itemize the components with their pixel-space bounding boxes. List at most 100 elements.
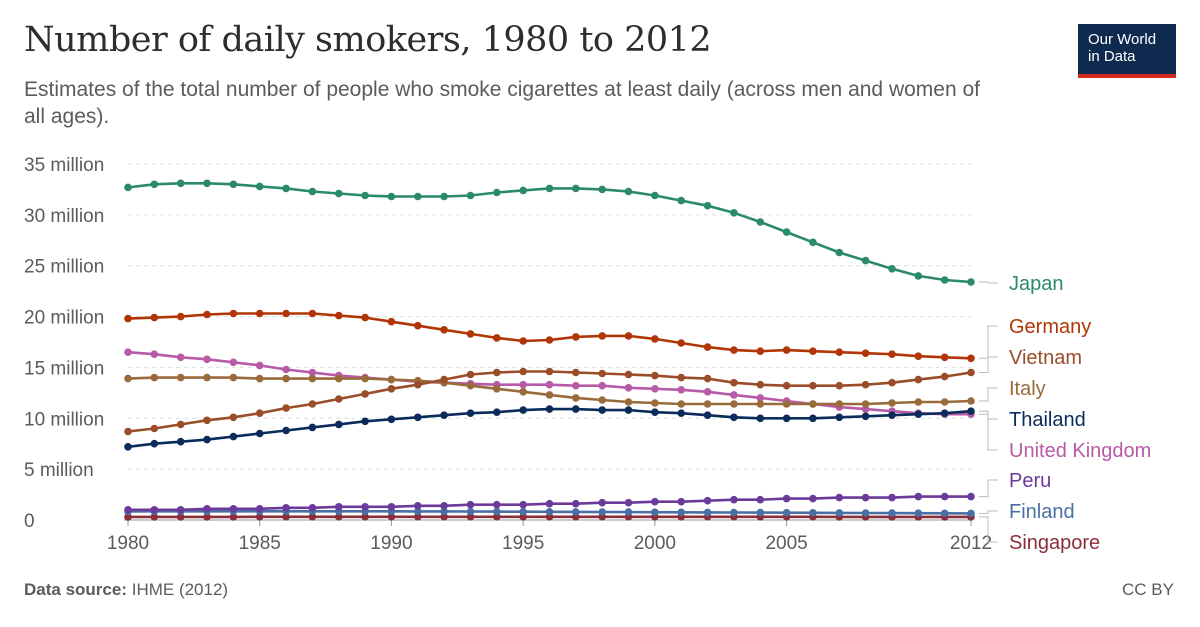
data-point bbox=[703, 201, 712, 210]
data-point bbox=[572, 405, 580, 413]
logo-line-2: in Data bbox=[1088, 48, 1136, 65]
data-point bbox=[440, 513, 448, 521]
data-point bbox=[387, 317, 396, 326]
data-point bbox=[282, 374, 290, 383]
series-label-italy: Italy bbox=[1009, 378, 1046, 400]
data-point bbox=[255, 182, 264, 191]
data-point bbox=[914, 398, 923, 406]
data-point bbox=[150, 350, 159, 359]
data-point bbox=[888, 509, 896, 517]
y-tick-label: 35 million bbox=[24, 155, 104, 176]
y-tick-label: 15 million bbox=[24, 358, 104, 379]
data-point bbox=[730, 413, 738, 422]
data-point bbox=[756, 380, 765, 389]
data-point bbox=[308, 423, 317, 432]
data-point bbox=[255, 513, 264, 521]
data-point bbox=[677, 386, 685, 394]
data-point bbox=[150, 506, 159, 514]
y-tick-label: 0 bbox=[24, 511, 35, 532]
data-point bbox=[967, 278, 975, 286]
data-point bbox=[176, 353, 185, 362]
data-point bbox=[414, 502, 422, 510]
series-line-japan bbox=[127, 182, 972, 284]
data-point bbox=[176, 513, 185, 521]
data-point bbox=[809, 494, 817, 503]
data-point bbox=[440, 192, 448, 201]
data-point bbox=[545, 380, 554, 389]
data-point bbox=[466, 191, 475, 200]
data-point bbox=[545, 405, 554, 413]
series-line-vietnam bbox=[127, 370, 972, 433]
data-point bbox=[809, 400, 817, 408]
data-point bbox=[940, 509, 949, 518]
data-point bbox=[335, 513, 343, 521]
data-point bbox=[598, 498, 606, 507]
data-point bbox=[545, 391, 554, 399]
data-point bbox=[229, 505, 238, 513]
data-point bbox=[387, 415, 396, 424]
data-point bbox=[335, 311, 343, 320]
x-tick-label: 1990 bbox=[370, 533, 412, 554]
data-point bbox=[756, 218, 765, 226]
data-point bbox=[124, 183, 132, 192]
data-point bbox=[124, 348, 132, 357]
data-point bbox=[914, 492, 923, 501]
series-label-germany: Germany bbox=[1009, 316, 1091, 338]
data-point bbox=[809, 414, 817, 423]
data-point bbox=[229, 513, 238, 521]
data-point bbox=[598, 508, 606, 516]
data-point bbox=[914, 410, 923, 419]
data-point bbox=[782, 400, 791, 408]
data-point bbox=[124, 443, 132, 451]
data-point bbox=[651, 191, 659, 200]
data-point bbox=[361, 513, 369, 521]
data-point bbox=[150, 424, 159, 433]
data-point bbox=[572, 368, 580, 377]
data-point bbox=[809, 509, 817, 517]
data-point bbox=[440, 507, 448, 516]
data-point bbox=[861, 400, 870, 408]
chart-subtitle: Estimates of the total number of people … bbox=[24, 78, 980, 128]
data-point bbox=[624, 406, 633, 414]
data-point bbox=[282, 504, 290, 512]
label-connector-japan bbox=[979, 281, 998, 284]
data-point bbox=[677, 409, 685, 418]
data-point bbox=[572, 333, 580, 341]
data-point bbox=[967, 397, 975, 405]
data-point bbox=[782, 508, 791, 517]
data-point bbox=[387, 513, 396, 521]
label-connector-finland bbox=[979, 510, 998, 514]
data-point bbox=[361, 191, 369, 200]
data-point bbox=[519, 186, 527, 195]
data-point bbox=[914, 352, 923, 361]
owid-logo[interactable]: Our World in Data bbox=[1078, 24, 1176, 78]
data-point bbox=[677, 373, 685, 382]
data-point bbox=[203, 416, 211, 425]
data-point bbox=[176, 312, 185, 321]
series-label-thailand: Thailand bbox=[1009, 409, 1086, 431]
data-point bbox=[282, 309, 290, 318]
data-source-value[interactable]: IHME (2012) bbox=[131, 580, 229, 599]
data-point bbox=[466, 330, 475, 338]
data-point bbox=[282, 426, 290, 435]
data-point bbox=[361, 503, 369, 511]
data-point bbox=[651, 335, 659, 343]
data-point bbox=[124, 506, 132, 514]
data-point bbox=[466, 381, 475, 390]
data-point bbox=[914, 509, 923, 517]
data-point bbox=[282, 184, 290, 193]
data-point bbox=[414, 321, 422, 330]
data-source: Data source: IHME (2012) bbox=[24, 580, 228, 600]
data-point bbox=[967, 368, 975, 377]
data-point bbox=[572, 508, 580, 516]
data-point bbox=[861, 493, 870, 502]
data-point bbox=[519, 406, 527, 414]
data-point bbox=[624, 370, 633, 379]
license[interactable]: CC BY bbox=[1122, 580, 1174, 599]
data-point bbox=[651, 508, 659, 516]
data-point bbox=[414, 513, 422, 521]
data-point bbox=[624, 398, 633, 406]
data-point bbox=[703, 411, 712, 420]
data-point bbox=[414, 413, 422, 422]
data-point bbox=[651, 408, 659, 417]
